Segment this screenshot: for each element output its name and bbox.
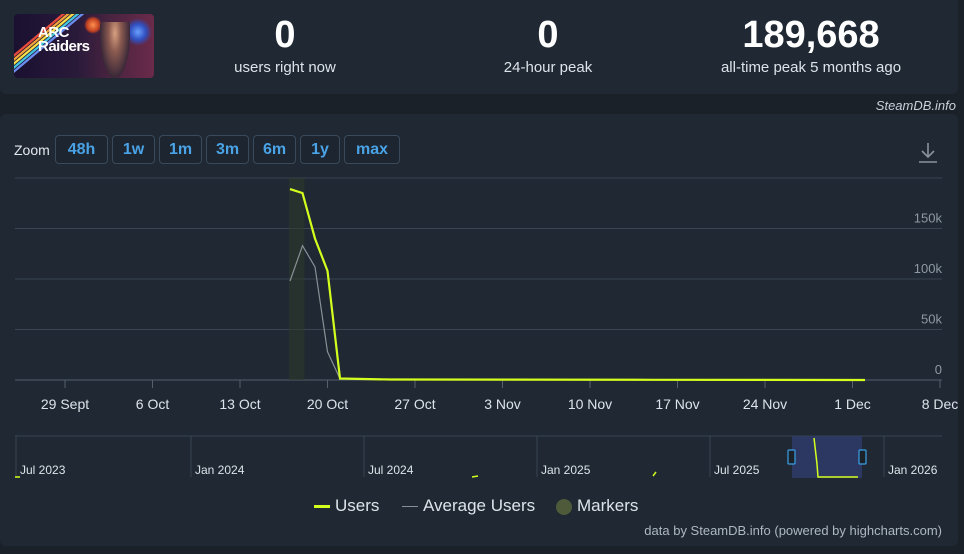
x-tick-label: 24 Nov — [743, 396, 787, 412]
navigator-tick-label: Jul 2024 — [368, 463, 414, 477]
zoom-label: Zoom — [14, 142, 50, 158]
player-count-chart[interactable]: 0 50k 100k 150k 29 Sept 6 Oct 13 Oct 20 Oct 27 … — [0, 114, 958, 514]
stat-value: 0 — [274, 14, 296, 56]
legend-markers[interactable]: Markers — [556, 496, 638, 516]
zoom-6m-button[interactable]: 6m — [253, 135, 296, 164]
navigator-tick-label: Jul 2025 — [714, 463, 760, 477]
stat-users-now: 0 users right now — [205, 14, 365, 76]
y-axis-labels: 0 50k 100k 150k — [914, 211, 943, 378]
logo-art — [84, 16, 102, 34]
legend-average-label: Average Users — [423, 496, 536, 515]
marker-band — [289, 178, 305, 380]
x-tick-label: 3 Nov — [484, 396, 521, 412]
zoom-max-button[interactable]: max — [344, 135, 400, 164]
y-tick-label: 0 — [935, 362, 942, 377]
stat-label: 24-hour peak — [503, 59, 593, 76]
legend-users-swatch — [314, 505, 330, 509]
download-icon[interactable] — [918, 141, 938, 165]
stat-label: users right now — [234, 59, 336, 76]
navigator-tick-label: Jan 2024 — [195, 463, 245, 477]
legend-users-label: Users — [335, 496, 380, 515]
zoom-1w-button[interactable]: 1w — [112, 135, 155, 164]
x-tick-label: 1 Dec — [834, 396, 871, 412]
navigator-handle-left[interactable] — [787, 449, 796, 465]
navigator-series — [471, 475, 479, 478]
chart-grid — [15, 177, 942, 381]
series-average-users — [289, 244, 391, 381]
logo-art — [100, 22, 130, 78]
zoom-3m-button[interactable]: 3m — [206, 135, 249, 164]
game-logo[interactable]: ARC Raiders — [14, 14, 154, 78]
legend-markers-swatch — [556, 498, 572, 515]
stat-value: 189,668 — [742, 14, 880, 56]
x-tick-label: 29 Sept — [41, 396, 89, 412]
footer-credit[interactable]: data by SteamDB.info (powered by highcha… — [644, 523, 942, 538]
x-tick-label: 8 Dec — [922, 396, 958, 412]
x-tick-label: 13 Oct — [219, 396, 260, 412]
navigator-tick-label: Jul 2023 — [20, 463, 66, 477]
stat-value: 0 — [537, 14, 559, 56]
x-tick-label: 10 Nov — [568, 396, 612, 412]
stat-24h-peak: 0 24-hour peak — [468, 14, 628, 76]
legend-average-swatch — [402, 506, 418, 508]
x-tick-label: 20 Oct — [307, 396, 348, 412]
series-users — [289, 188, 866, 382]
x-tick-label: 27 Oct — [394, 396, 435, 412]
stats-header: ARC Raiders 0 users right now 0 24-hour … — [0, 0, 958, 94]
navigator-series — [652, 471, 657, 477]
y-tick-label: 100k — [914, 261, 943, 276]
y-tick-label: 50k — [921, 312, 942, 327]
navigator-tick-label: Jan 2026 — [888, 463, 938, 477]
legend-average-users[interactable]: Average Users — [402, 496, 535, 516]
zoom-1y-button[interactable]: 1y — [300, 135, 340, 164]
x-tick-label: 17 Nov — [655, 396, 699, 412]
navigator-selection[interactable] — [792, 436, 862, 478]
stat-all-time-peak: 189,668 all-time peak 5 months ago — [700, 14, 922, 76]
x-tick-label: 6 Oct — [136, 396, 170, 412]
steamdb-credit[interactable]: SteamDB.info — [875, 98, 956, 113]
navigator[interactable]: Jul 2023 Jan 2024 Jul 2024 Jan 2025 Jul 2025… — [15, 435, 942, 478]
zoom-48h-button[interactable]: 48h — [55, 135, 108, 164]
legend-users[interactable]: Users — [314, 496, 379, 516]
logo-title: ARC Raiders — [38, 24, 90, 55]
navigator-series — [813, 437, 858, 478]
stat-label: all-time peak 5 months ago — [720, 59, 902, 76]
x-axis: 29 Sept 6 Oct 13 Oct 20 Oct 27 Oct 3 Nov 10 No… — [41, 380, 958, 412]
zoom-1m-button[interactable]: 1m — [159, 135, 202, 164]
navigator-tick-label: Jan 2025 — [541, 463, 591, 477]
navigator-handle-right[interactable] — [858, 449, 867, 465]
legend-markers-label: Markers — [577, 496, 639, 515]
y-tick-label: 150k — [914, 211, 943, 226]
